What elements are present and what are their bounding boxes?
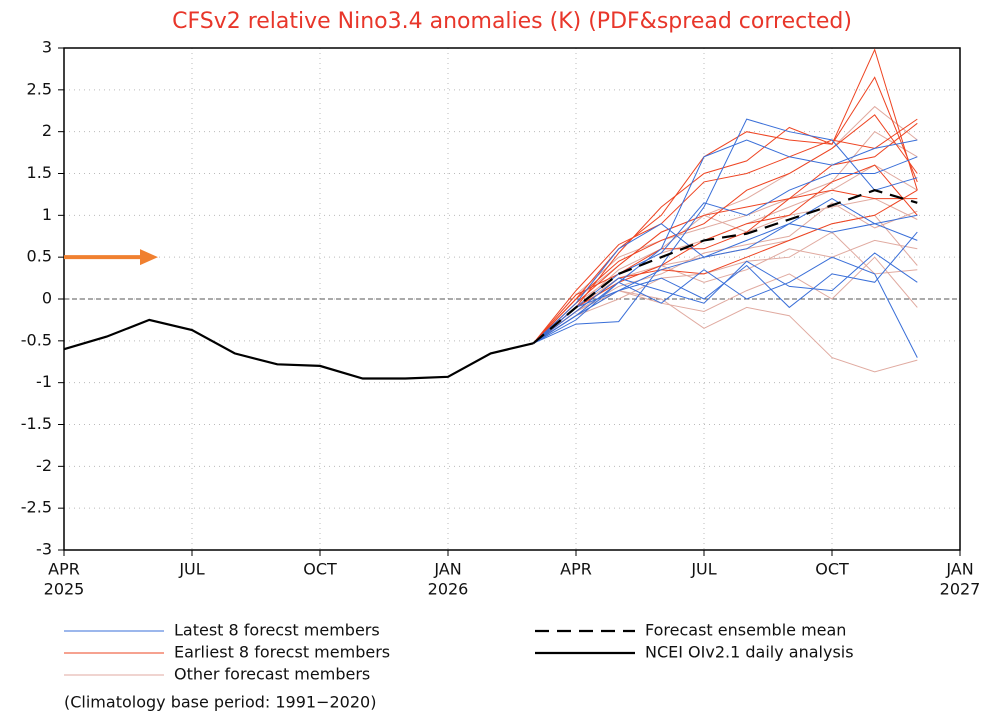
series-line — [532, 118, 918, 344]
series-line — [532, 114, 918, 344]
series-line — [532, 164, 918, 344]
y-tick-label: -1.5 — [21, 414, 52, 433]
y-tick-label: 2 — [42, 121, 52, 140]
legend-label: NCEI OIv2.1 daily analysis — [645, 643, 854, 662]
series-line — [532, 105, 918, 344]
legend-label: Earliest 8 forecst members — [174, 643, 390, 662]
y-tick-label: 2.5 — [27, 79, 52, 98]
x-tick-label: JAN — [433, 560, 461, 579]
legend-label: Other forecast members — [174, 665, 370, 684]
chart-title: CFSv2 relative Nino3.4 anomalies (K) (PD… — [172, 9, 852, 34]
legend-label: Latest 8 forecst members — [174, 621, 380, 640]
x-tick-label: OCT — [303, 560, 337, 579]
series-line — [532, 156, 918, 344]
series-line — [532, 223, 918, 344]
legend-label: Forecast ensemble mean — [645, 621, 846, 640]
series-line — [532, 122, 918, 344]
x-tick-year: 2027 — [940, 580, 981, 599]
series-line — [532, 239, 918, 344]
series-line — [63, 318, 534, 380]
series-line — [532, 76, 918, 344]
y-tick-label: 3 — [42, 38, 52, 57]
x-tick-label: JUL — [178, 560, 204, 579]
series-line — [533, 118, 918, 344]
y-tick-label: 1.5 — [27, 163, 52, 182]
x-tick-label: JUL — [690, 560, 716, 579]
y-tick-label: 0.5 — [27, 247, 52, 266]
series-line — [533, 231, 918, 344]
series-line — [532, 189, 918, 345]
arrow-head — [140, 249, 158, 266]
series-line — [532, 198, 918, 344]
footnote: (Climatology base period: 1991−2020) — [64, 693, 376, 712]
x-tick-year: 2025 — [44, 580, 85, 599]
x-tick-year: 2026 — [428, 580, 469, 599]
y-tick-label: 0 — [42, 289, 52, 308]
y-tick-label: -3 — [36, 540, 52, 559]
x-tick-label: APR — [560, 560, 592, 579]
x-tick-label: APR — [48, 560, 80, 579]
series-line — [532, 164, 918, 344]
x-tick-label: JAN — [945, 560, 973, 579]
series-line — [533, 256, 918, 358]
series-line — [533, 198, 918, 344]
series-line — [533, 252, 918, 344]
plot-frame — [63, 47, 961, 551]
y-tick-label: -2 — [36, 456, 52, 475]
y-tick-label: -2.5 — [21, 498, 52, 517]
x-tick-label: OCT — [815, 560, 849, 579]
y-tick-label: -0.5 — [21, 330, 52, 349]
y-tick-label: 1 — [42, 205, 52, 224]
y-tick-label: -1 — [36, 372, 52, 391]
series-line — [532, 48, 918, 344]
